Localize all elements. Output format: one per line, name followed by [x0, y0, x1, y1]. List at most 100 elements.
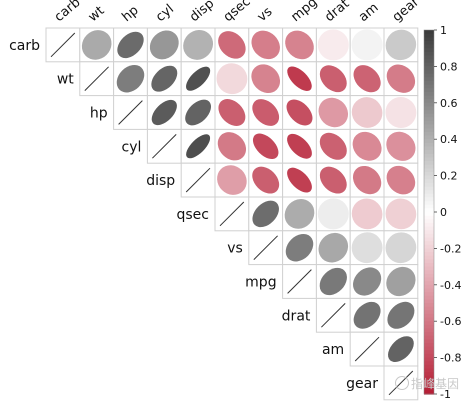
colorbar-tick-label: 0.4	[440, 133, 458, 146]
diagonal-disp	[185, 167, 211, 193]
column-label-cyl: cyl	[153, 2, 177, 25]
ellipse-mpg-am	[353, 267, 382, 296]
colorbar-segment	[424, 186, 434, 191]
ellipse-wt-disp	[186, 66, 211, 91]
colorbar-segment	[424, 288, 434, 293]
row-label-vs: vs	[227, 241, 243, 257]
colorbar-segment	[424, 48, 434, 53]
colorbar-segment	[424, 219, 434, 224]
colorbar-segment	[424, 266, 434, 271]
ellipse-vs-am	[351, 232, 383, 264]
colorbar-segment	[424, 262, 434, 268]
row-label-carb: carb	[9, 38, 40, 54]
ellipse-carb-wt	[81, 30, 112, 60]
diagonal-carb	[50, 32, 76, 58]
colorbar-segment	[424, 357, 434, 362]
colorbar-segment	[424, 204, 434, 209]
ellipse-carb-qsec	[218, 31, 246, 59]
colorbar-segment	[424, 248, 434, 253]
colorbar-segment	[424, 237, 434, 242]
ellipse-wt-cyl	[151, 65, 178, 92]
colorbar-segment	[424, 335, 434, 340]
colorbar-segment	[424, 372, 434, 377]
ellipse-vs-gear	[385, 232, 417, 264]
colorbar-segment	[424, 80, 434, 86]
column-label-disp: disp	[187, 0, 217, 25]
colorbar-segment	[424, 128, 434, 133]
colorbar-segment	[424, 321, 434, 326]
ellipse-hp-cyl	[151, 99, 177, 126]
wechat-icon	[395, 376, 409, 390]
ellipse-disp-qsec	[217, 165, 247, 195]
diagonal-hp	[118, 100, 143, 125]
colorbar-segment	[424, 284, 434, 290]
ellipse-carb-mpg	[285, 30, 314, 60]
diagonal-vs	[253, 235, 278, 260]
colorbar-segment	[424, 51, 434, 57]
colorbar-segment	[424, 99, 434, 104]
column-label-drat: drat	[322, 0, 352, 25]
colorbar-segment	[424, 164, 434, 169]
ellipse-hp-disp	[185, 99, 211, 126]
colorbar-segment	[424, 208, 434, 213]
ellipse-qsec-gear	[385, 198, 417, 230]
colorbar-segment	[424, 273, 434, 279]
diagonal-wt	[84, 66, 109, 91]
ellipse-wt-mpg	[287, 66, 312, 91]
colorbar-segment	[424, 95, 434, 100]
ellipse-cyl-vs	[252, 133, 279, 160]
colorbar-segment	[424, 295, 434, 300]
colorbar-segment	[424, 153, 434, 158]
colorbar-tick-label: 0.6	[440, 97, 458, 110]
colorbar-segment	[424, 259, 434, 264]
colorbar-segment	[424, 175, 434, 180]
colorbar-segment	[424, 146, 434, 151]
colorbar-segment	[424, 190, 434, 195]
column-label-gear: gear	[390, 0, 423, 25]
ellipse-disp-mpg	[287, 167, 312, 193]
row-label-mpg: mpg	[245, 275, 276, 291]
column-labels: carb wt hp cyl disp qsec vs mpg drat am gear	[52, 0, 423, 25]
ellipse-wt-qsec	[216, 63, 248, 95]
colorbar-tick-label: 0.2	[440, 170, 458, 183]
colorbar-segment	[424, 59, 434, 64]
colorbar-segment	[424, 33, 434, 38]
colorbar-segment	[424, 361, 434, 366]
ellipse-cyl-disp	[186, 134, 211, 159]
ellipse-qsec-am	[351, 198, 383, 230]
ellipse-carb-hp	[117, 31, 144, 59]
ellipse-am-gear	[388, 336, 414, 362]
colorbar-segment	[424, 168, 434, 173]
colorbar-segment	[424, 124, 434, 129]
ellipse-hp-drat	[318, 97, 349, 128]
ellipse-wt-am	[353, 65, 381, 93]
colorbar-segment	[424, 375, 434, 381]
colorbar-segment	[424, 117, 434, 122]
ellipse-qsec-vs	[252, 200, 279, 228]
colorbar-tick-label: -0.6	[440, 315, 461, 328]
row-label-hp: hp	[90, 106, 108, 122]
column-label-wt: wt	[86, 3, 108, 25]
colorbar-segment	[424, 281, 434, 286]
row-labels: carb wt hp cyl disp qsec vs mpg drat am gear	[9, 38, 378, 392]
ellipse-carb-gear	[385, 29, 417, 61]
ellipse-mpg-gear	[386, 266, 416, 297]
colorbar-segment	[424, 150, 434, 155]
diagonal-mpg	[287, 269, 312, 294]
colorbar-segment	[424, 215, 434, 220]
colorbar-segment	[424, 179, 434, 184]
colorbar-tick-label: 0.8	[440, 60, 458, 73]
colorbar-segment	[424, 70, 434, 75]
ellipse-carb-am	[351, 29, 383, 61]
colorbar-segment	[424, 277, 434, 282]
colorbar-segment	[424, 346, 434, 351]
colorbar-segment	[424, 62, 434, 67]
watermark-text: 指峰基因	[411, 377, 460, 391]
colorbar-segment	[424, 313, 434, 319]
diagonal-cyl	[152, 134, 177, 159]
colorbar-segment	[424, 40, 434, 46]
watermark: 指峰基因	[395, 375, 459, 392]
colorbar-tick-label: -1	[440, 388, 451, 401]
diagonal-am	[354, 336, 380, 362]
ellipse-hp-qsec	[218, 99, 246, 126]
